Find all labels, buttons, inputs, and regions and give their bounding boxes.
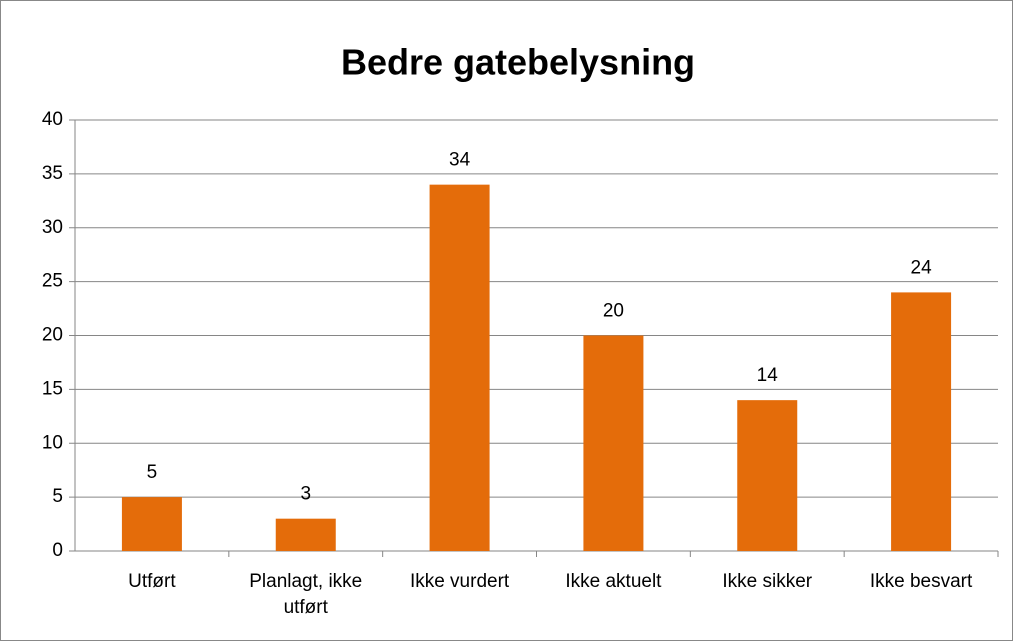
bar (737, 400, 798, 551)
bar (583, 335, 644, 551)
x-tick-label: Ikke sikker (722, 571, 813, 592)
bar (429, 184, 490, 551)
y-tick-label: 35 (42, 163, 63, 184)
data-label: 34 (449, 150, 471, 171)
data-label: 24 (911, 257, 933, 278)
data-label: 5 (147, 462, 158, 483)
x-tick-label: Ikke aktuelt (565, 571, 662, 592)
y-tick-label: 25 (42, 271, 63, 292)
x-tick-label: Utført (128, 571, 176, 592)
y-tick-label: 10 (42, 432, 63, 453)
bar (121, 497, 182, 551)
data-label: 3 (300, 484, 311, 505)
y-tick-label: 20 (42, 325, 63, 346)
x-tick-label: Planlagt, ikke utført (249, 571, 363, 618)
y-tick-label: 0 (52, 540, 63, 561)
chart-title: Bedre gatebelysning (341, 42, 695, 83)
x-tick-label: Ikke besvart (869, 571, 973, 592)
y-tick-label: 5 (52, 486, 63, 507)
bar (891, 292, 952, 551)
data-label: 20 (603, 301, 624, 322)
y-tick-label: 15 (42, 378, 63, 399)
y-tick-label: 30 (42, 217, 63, 238)
x-tick-label: Ikke vurdert (409, 571, 510, 592)
y-tick-label: 40 (42, 109, 63, 130)
data-label: 14 (757, 365, 779, 386)
bar (275, 518, 336, 551)
